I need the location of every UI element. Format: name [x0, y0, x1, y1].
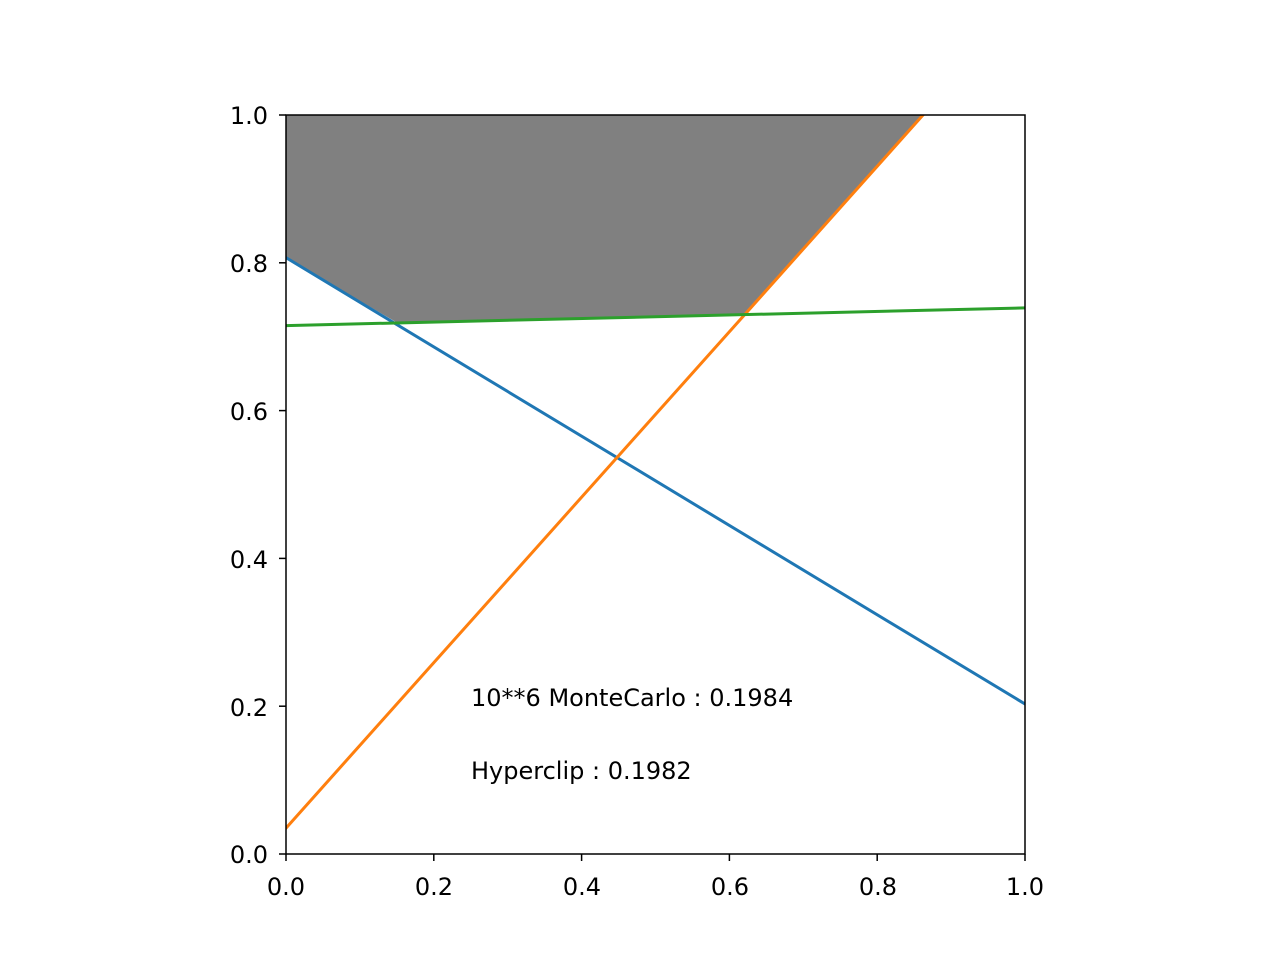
y-tick-label: 0.8: [230, 250, 268, 278]
shaded-feasible-region: [286, 115, 923, 324]
series-line-3: [286, 306, 1025, 328]
x-tick-label: 0.4: [563, 873, 601, 901]
x-tick-label: 0.8: [859, 873, 897, 901]
y-tick-label: 0.6: [230, 398, 268, 426]
y-tick-label: 1.0: [230, 102, 268, 130]
y-tick-label: 0.0: [230, 841, 268, 869]
x-tick-label: 1.0: [1006, 873, 1044, 901]
series-line-1: [286, 255, 1025, 706]
axes-frame: [285, 114, 1026, 855]
y-tick-label: 0.4: [230, 546, 268, 574]
annotation-hyperclip: Hyperclip : 0.1982: [471, 757, 692, 785]
x-tick-label: 0.0: [267, 873, 305, 901]
x-tick-label: 0.6: [711, 873, 749, 901]
axis-ticks: 0.0 0.2 0.4 0.6 0.8 1.0 0.0 0.2 0.4 0.6 …: [230, 102, 1044, 901]
annotations: 10**6 MonteCarlo : 0.1984 Hyperclip : 0.…: [471, 684, 793, 785]
y-tick-label: 0.2: [230, 694, 268, 722]
series-line-2: [286, 115, 926, 831]
x-tick-label: 0.2: [415, 873, 453, 901]
annotation-montecarlo: 10**6 MonteCarlo : 0.1984: [471, 684, 793, 712]
plot-area: [285, 114, 1026, 855]
